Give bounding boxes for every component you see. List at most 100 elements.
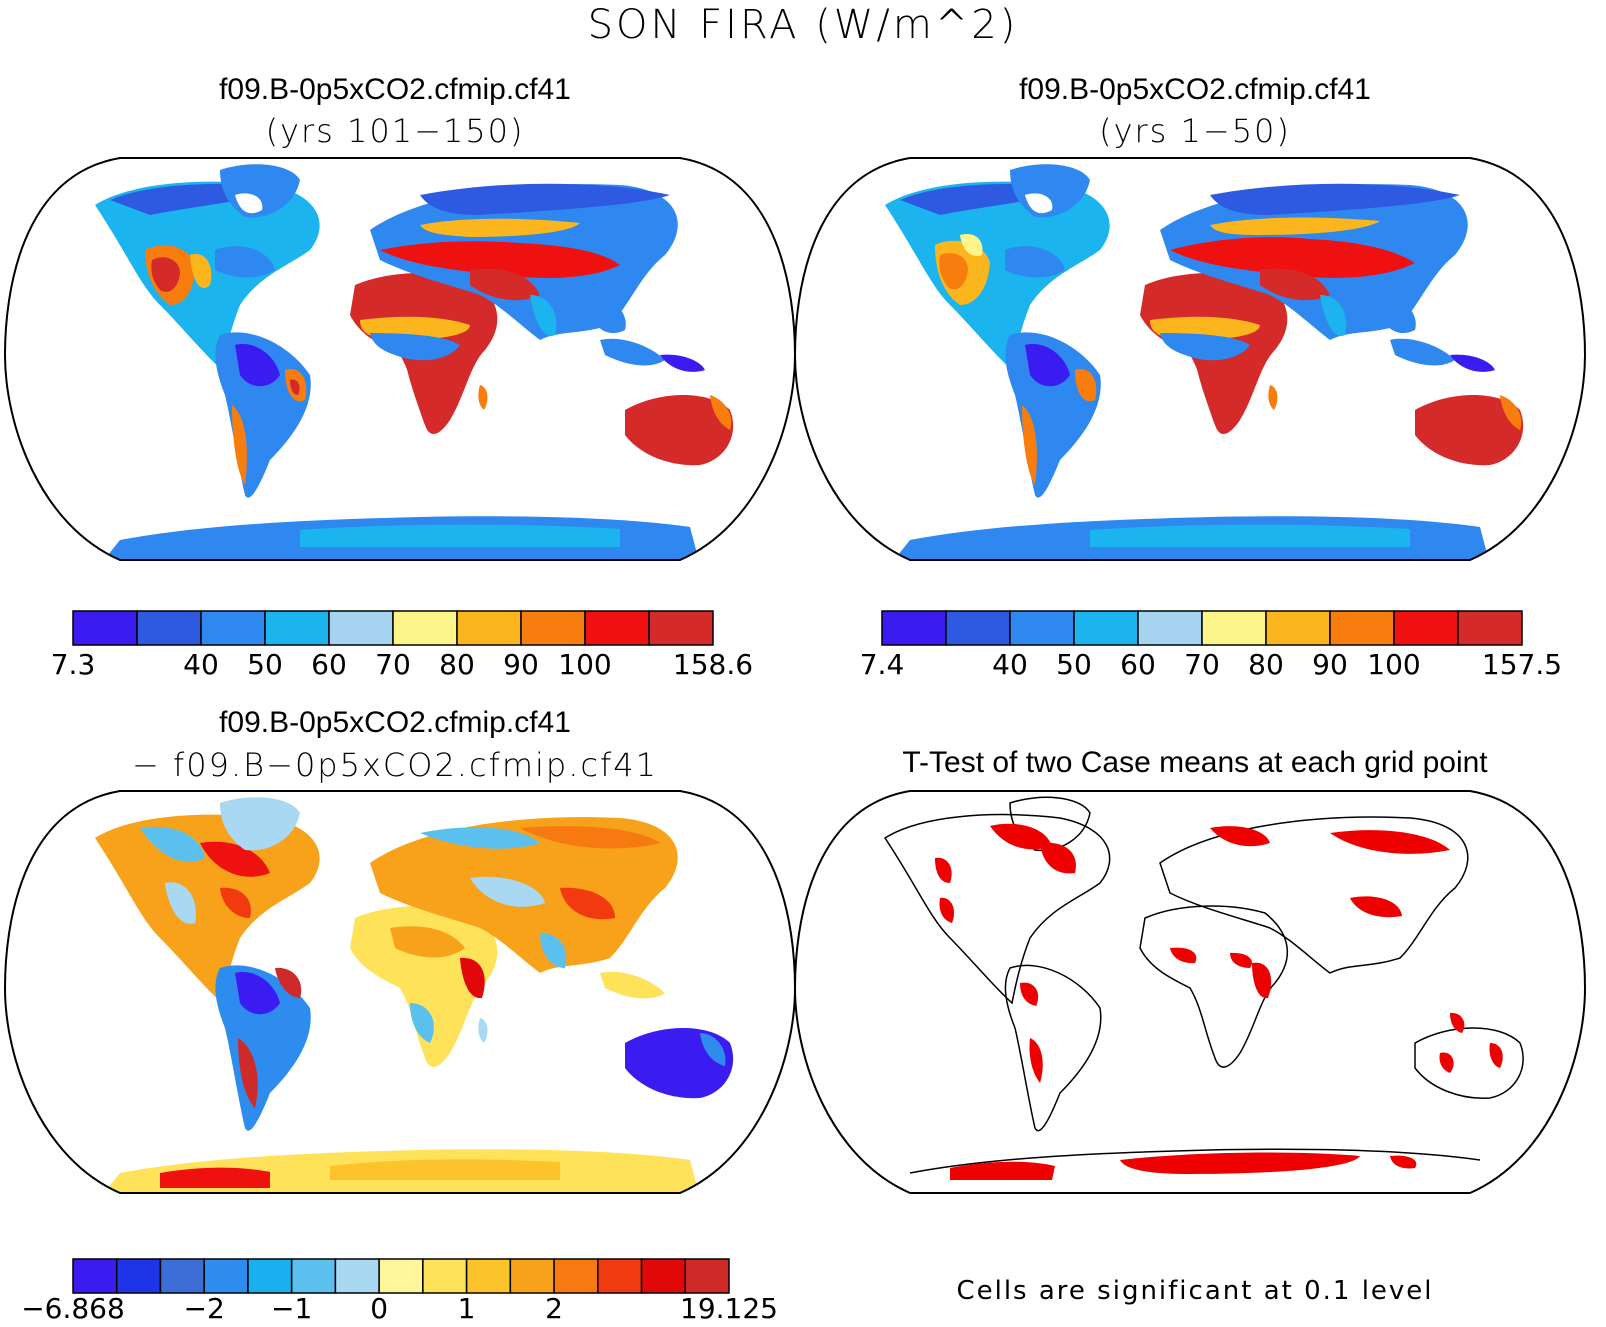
colorbar-tick-label: 7.3	[50, 648, 96, 681]
antarctica	[909, 1148, 1481, 1174]
colorbar-swatch	[1009, 610, 1075, 646]
colorbar-tick-label: 40	[183, 648, 219, 681]
colorbar-swatch	[334, 1258, 380, 1294]
colorbar-tick-label: 90	[1312, 648, 1348, 681]
north-america	[883, 813, 1111, 1005]
significant-cells	[935, 823, 1503, 1180]
colorbar-tick-label: 100	[1367, 648, 1421, 681]
colorbar-swatch	[584, 610, 650, 646]
colorbar-b-swatches	[881, 610, 1523, 646]
greenland	[220, 797, 300, 851]
colorbar-tick-label: −1	[271, 1292, 313, 1325]
colorbar-tick-label: 60	[1120, 648, 1156, 681]
colorbar-tick-label: 7.4	[859, 648, 905, 681]
colorbar-swatch	[290, 1258, 337, 1294]
significance-note: Cells are significant at 0.1 level	[956, 1276, 1434, 1306]
colorbar-tick-label: −2	[183, 1292, 225, 1325]
colorbar-swatch	[456, 610, 522, 646]
map-panel-b	[793, 157, 1587, 561]
colorbar-swatch	[1457, 610, 1523, 646]
colorbar-swatch	[203, 1258, 249, 1294]
map-outline	[3, 157, 797, 561]
panel-d-title: T-Test of two Case means at each grid po…	[902, 746, 1488, 779]
colorbar-tick-label: 158.6	[672, 648, 754, 681]
colorbar-swatch	[1137, 610, 1203, 646]
colorbar-swatch	[159, 1258, 205, 1294]
colorbar-tick-label: 19.125	[680, 1292, 778, 1325]
australia	[1414, 1027, 1524, 1099]
colorbar-tick-label: 0	[370, 1292, 389, 1325]
colorbar-a-swatches	[72, 610, 714, 646]
colorbar-c-swatches	[72, 1258, 730, 1294]
colorbar-swatch	[520, 610, 586, 646]
australia	[1415, 395, 1524, 466]
figure-title: SON FIRA (W/m^2)	[587, 2, 1019, 48]
panel-c-title: f09.B-0p5xCO2.cfmip.cf41	[219, 706, 571, 739]
panel-a-subtitle: (yrs 101−150)	[265, 112, 525, 150]
colorbar-swatch	[648, 610, 714, 646]
eurasia	[1159, 816, 1469, 974]
colorbar-tick-label: 100	[558, 648, 612, 681]
colorbar-swatch	[392, 610, 458, 646]
australia	[625, 1028, 734, 1099]
south-america	[1004, 964, 1102, 1132]
north-america	[885, 181, 1110, 370]
colorbar-tick-label: 80	[1248, 648, 1284, 681]
map-panel-a	[3, 157, 797, 561]
north-america	[95, 814, 320, 1003]
panel-b-title: f09.B-0p5xCO2.cfmip.cf41	[1019, 73, 1371, 106]
colorbar-b-labels: 7.4 40 50 60 70 80 90 100 157.5	[860, 648, 1562, 688]
panel-b-subtitle: (yrs 1−50)	[1099, 112, 1291, 150]
colorbar-swatch	[597, 1258, 643, 1294]
colorbar-swatch	[509, 1258, 555, 1294]
colorbar-tick-label: 1	[457, 1292, 476, 1325]
map-outline	[793, 790, 1587, 1194]
map-outline	[793, 157, 1587, 561]
colorbar-a-labels: 7.3 40 50 60 70 80 90 100 158.6	[51, 648, 753, 688]
map-panel-d	[793, 790, 1587, 1194]
colorbar-swatch	[1073, 610, 1139, 646]
colorbar-swatch	[378, 1258, 424, 1294]
colorbar-swatch	[247, 1258, 293, 1294]
colorbar-swatch	[1201, 610, 1267, 646]
colorbar-tick-label: 90	[503, 648, 539, 681]
colorbar-swatch	[684, 1258, 730, 1294]
colorbar-swatch	[422, 1258, 468, 1294]
colorbar-swatch	[881, 610, 947, 646]
colorbar-a	[72, 610, 714, 646]
colorbar-tick-label: 40	[992, 648, 1028, 681]
colorbar-swatch	[264, 610, 330, 646]
colorbar-swatch	[136, 610, 202, 646]
colorbar-tick-label: 157.5	[1481, 648, 1563, 681]
colorbar-swatch	[465, 1258, 512, 1294]
colorbar-swatch	[328, 610, 394, 646]
colorbar-swatch	[1393, 610, 1459, 646]
colorbar-tick-label: 2	[545, 1292, 563, 1325]
colorbar-swatch	[640, 1258, 687, 1294]
colorbar-swatch	[72, 610, 138, 646]
map-outline	[3, 790, 797, 1194]
colorbar-tick-label: −6.868	[21, 1292, 125, 1325]
colorbar-tick-label: 50	[1056, 648, 1092, 681]
colorbar-swatch	[553, 1258, 599, 1294]
colorbar-swatch	[1329, 610, 1395, 646]
colorbar-swatch	[72, 1258, 118, 1294]
colorbar-tick-label: 80	[439, 648, 475, 681]
south-america	[215, 965, 311, 1131]
panel-a-title: f09.B-0p5xCO2.cfmip.cf41	[219, 73, 571, 106]
colorbar-swatch	[200, 610, 266, 646]
panel-c-subtitle: − f09.B−0p5xCO2.cfmip.cf41	[132, 746, 658, 784]
colorbar-c-labels: −6.868 −2 −1 0 1 2 19.125	[21, 1292, 778, 1326]
colorbar-swatch	[1265, 610, 1331, 646]
colorbar-tick-label: 70	[1184, 648, 1220, 681]
colorbar-tick-label: 70	[375, 648, 411, 681]
colorbar-tick-label: 60	[311, 648, 347, 681]
colorbar-tick-label: 50	[247, 648, 283, 681]
colorbar-swatch	[945, 610, 1011, 646]
colorbar-swatch	[115, 1258, 162, 1294]
colorbar-b	[881, 610, 1523, 646]
africa	[1139, 905, 1289, 1068]
map-panel-c	[3, 790, 797, 1194]
colorbar-c	[72, 1258, 730, 1294]
australia	[625, 395, 734, 466]
